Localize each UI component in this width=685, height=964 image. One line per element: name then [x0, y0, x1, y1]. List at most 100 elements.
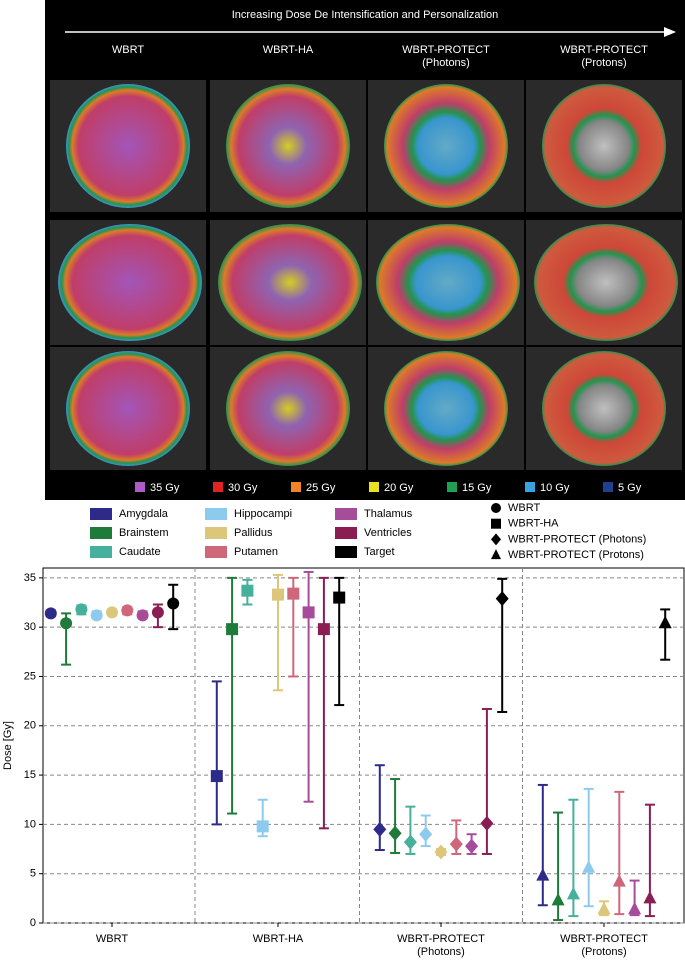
- dose-overlay: [226, 351, 350, 466]
- legend-label: Pallidus: [234, 527, 273, 539]
- legend-label: Hippocampi: [234, 508, 292, 520]
- dose-label: 5 Gy: [618, 482, 642, 494]
- marker: [628, 901, 642, 915]
- marker: [75, 603, 88, 616]
- technique-marker: [491, 518, 501, 529]
- y-tick-label: 0: [30, 917, 36, 929]
- legend-label: Putamen: [234, 546, 278, 558]
- marker: [302, 606, 315, 619]
- x-tick-label: WBRT-PROTECT (Protons): [560, 933, 648, 958]
- legend-swatch: [90, 546, 112, 558]
- legend-swatch: [335, 546, 357, 558]
- dose-overlay: [384, 84, 508, 208]
- y-tick-label: 35: [24, 572, 36, 584]
- y-tick-label: 20: [24, 720, 36, 732]
- marker: [658, 615, 672, 629]
- marker: [106, 606, 118, 619]
- marker: [167, 597, 180, 610]
- technique-label: WBRT-PROTECT (Protons): [508, 549, 644, 561]
- dose-swatch: [447, 482, 457, 492]
- marker: [317, 623, 330, 636]
- dose-overlay: [226, 84, 350, 208]
- marker: [536, 868, 550, 881]
- dose-label: 30 Gy: [228, 482, 258, 494]
- y-tick-label: 30: [24, 621, 36, 633]
- column-label: WBRT-PROTECT (Protons): [560, 44, 648, 69]
- marker: [241, 584, 254, 597]
- legend-label: Caudate: [119, 546, 161, 558]
- dose-overlay: [58, 224, 202, 341]
- technique-label: WBRT-HA: [508, 518, 559, 530]
- marker: [465, 838, 479, 854]
- technique-marker: [491, 533, 501, 546]
- technique-label: WBRT: [508, 502, 540, 514]
- legend-swatch: [335, 508, 357, 520]
- y-tick-label: 15: [24, 769, 36, 781]
- dose-overlay: [218, 224, 362, 341]
- marker: [333, 591, 346, 604]
- y-tick-label: 10: [24, 818, 36, 830]
- marker: [373, 821, 387, 837]
- dose-overlay: [376, 224, 520, 341]
- technique-marker: [491, 503, 501, 513]
- dose-overlay: [542, 351, 666, 466]
- dose-label: 15 Gy: [462, 482, 492, 494]
- dose-overlay: [384, 351, 508, 466]
- x-tick-label: WBRT: [95, 933, 129, 945]
- legend-swatch: [205, 508, 227, 520]
- legend-label: Amygdala: [119, 508, 169, 520]
- dose-swatch: [369, 482, 379, 492]
- y-tick-label: 5: [30, 868, 36, 880]
- y-axis-label: Dose [Gy]: [2, 721, 14, 770]
- dose-label: 20 Gy: [384, 482, 414, 494]
- marker: [44, 607, 57, 620]
- dose-overlay: [542, 84, 666, 208]
- legend-swatch: [90, 508, 112, 520]
- marker: [136, 609, 149, 622]
- legend-swatch: [335, 527, 357, 539]
- marker: [643, 890, 657, 904]
- dose-label: 25 Gy: [306, 482, 336, 494]
- dose-overlay: [66, 351, 190, 466]
- legend-label: Thalamus: [364, 508, 413, 520]
- marker: [210, 770, 223, 783]
- marker: [612, 874, 626, 887]
- marker: [566, 886, 580, 900]
- marker: [597, 901, 611, 915]
- dose-label: 35 Gy: [150, 482, 180, 494]
- marker: [582, 860, 596, 873]
- legend-swatch: [90, 527, 112, 539]
- marker: [287, 587, 300, 600]
- dose-swatch: [213, 482, 223, 492]
- dose-overlay: [534, 224, 678, 341]
- marker: [480, 815, 494, 831]
- legend-swatch: [205, 546, 227, 558]
- dose-overlay: [66, 84, 190, 208]
- marker: [256, 820, 269, 833]
- technique-marker: [491, 549, 501, 560]
- marker: [551, 892, 565, 906]
- marker: [419, 826, 433, 842]
- dose-swatch: [291, 482, 301, 492]
- arrow-head: [664, 27, 676, 37]
- marker: [121, 604, 134, 617]
- dose-swatch: [603, 482, 613, 492]
- legend-label: Target: [364, 546, 395, 558]
- marker: [388, 825, 402, 841]
- marker: [495, 591, 509, 607]
- marker: [90, 609, 103, 622]
- x-tick-label: WBRT-PROTECT (Photons): [397, 933, 485, 958]
- marker: [226, 623, 239, 636]
- column-label: WBRT: [111, 44, 145, 56]
- marker: [434, 844, 448, 860]
- column-label: WBRT-HA: [262, 44, 314, 56]
- legend-swatch: [205, 527, 227, 539]
- dose-swatch: [135, 482, 145, 492]
- technique-label: WBRT-PROTECT (Photons): [508, 533, 646, 545]
- marker: [449, 836, 463, 852]
- panel-title: Increasing Dose De Intensification and P…: [232, 9, 499, 21]
- marker: [403, 834, 417, 850]
- column-label: WBRT-PROTECT (Photons): [402, 44, 490, 69]
